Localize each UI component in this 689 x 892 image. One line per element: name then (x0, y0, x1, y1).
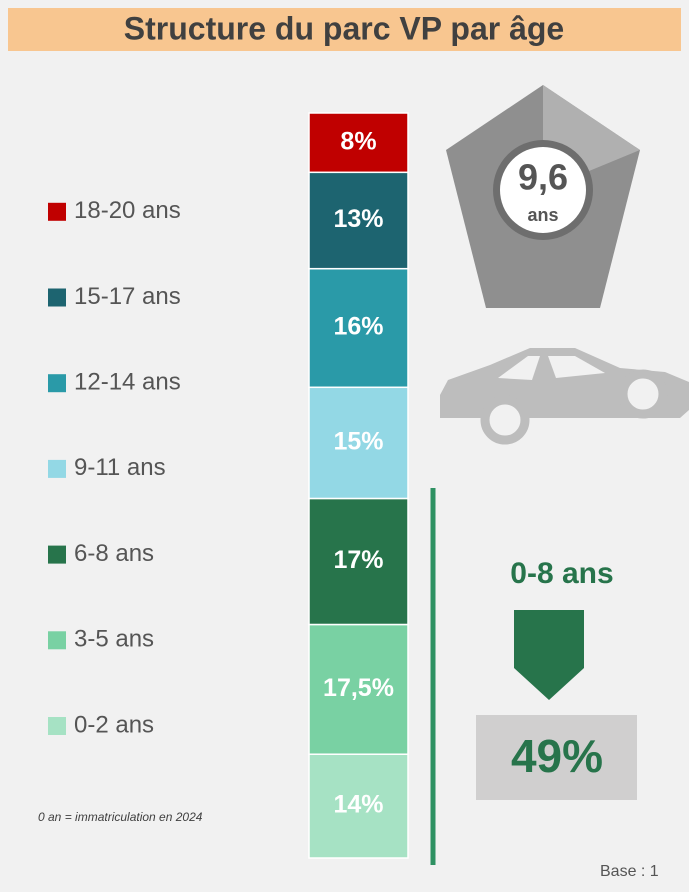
data-label: 13% (333, 205, 383, 233)
data-label: 17,5% (323, 674, 394, 702)
legend-label: 18-20 ans (74, 197, 181, 224)
car-wheel (485, 400, 525, 440)
legend-label: 9-11 ans (74, 454, 166, 481)
legend-swatch (48, 203, 66, 221)
group-label: 0-8 ans (510, 557, 613, 590)
legend-swatch (48, 289, 66, 307)
chart: Structure du parc VP par âge 9,6 ans 0-8… (0, 0, 689, 892)
legend-swatch (48, 717, 66, 735)
legend-swatch (48, 374, 66, 392)
data-label: 15% (333, 427, 383, 455)
average-age: 9,6 (518, 157, 568, 198)
car-wheel (623, 374, 663, 414)
legend-swatch (48, 460, 66, 478)
legend-label: 15-17 ans (74, 283, 181, 310)
data-label: 16% (333, 313, 383, 341)
legend-label: 12-14 ans (74, 369, 181, 396)
legend-swatch (48, 631, 66, 649)
data-label: 17% (333, 546, 383, 574)
data-label: 8% (340, 127, 376, 155)
base-note: Base : 1 (600, 863, 659, 880)
legend-swatch (48, 546, 66, 564)
average-age-unit: ans (527, 205, 558, 225)
legend-label: 0-2 ans (74, 711, 154, 738)
chart-title: Structure du parc VP par âge (124, 10, 564, 46)
legend-label: 3-5 ans (74, 626, 154, 653)
note: 0 an = immatriculation en 2024 (38, 810, 203, 824)
group-share: 49% (511, 730, 603, 782)
data-label: 14% (333, 791, 383, 819)
legend-label: 6-8 ans (74, 540, 154, 567)
